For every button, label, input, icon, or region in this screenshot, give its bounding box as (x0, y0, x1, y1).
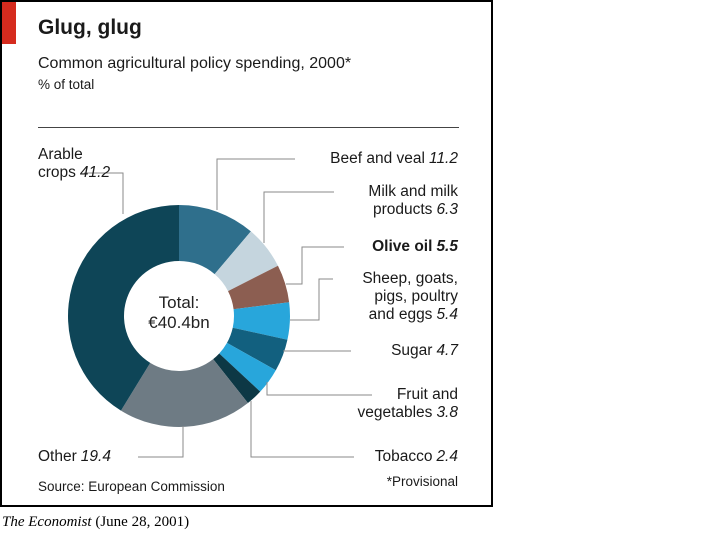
publication-name: The Economist (2, 514, 92, 530)
label-arable-crops: Arable crops 41.2 (38, 146, 133, 182)
segment-value: 2.4 (436, 448, 458, 465)
label-olive-oil: Olive oil 5.5 (372, 238, 458, 256)
segment-value: 11.2 (428, 150, 458, 167)
donut-segment-sheep (232, 302, 290, 340)
header-divider (38, 127, 459, 128)
segment-value: 41.2 (79, 164, 111, 181)
leader-line-fruit (266, 382, 372, 396)
publication-date: (June 28, 2001) (95, 514, 190, 530)
label-sheep-goats-pigs-poultry-eggs: Sheep, goats, pigs, poultry and eggs 5.4 (358, 270, 458, 324)
unit-label: % of total (38, 77, 95, 92)
total-value: €40.4bn (148, 313, 210, 332)
segment-name: Olive oil (372, 238, 433, 255)
label-tobacco: Tobacco 2.4 (375, 448, 458, 466)
label-beef-and-veal: Beef and veal 11.2 (330, 150, 458, 168)
segment-value: 3.8 (436, 404, 458, 421)
leader-line-arable (84, 172, 124, 214)
segment-name: Sugar (391, 342, 433, 359)
label-sugar: Sugar 4.7 (391, 342, 458, 360)
donut-segment-olive-oil (228, 265, 290, 310)
chart-panel: Glug, glug Common agricultural policy sp… (0, 0, 493, 507)
donut-segment-fruit (219, 342, 276, 392)
segment-name: Fruit and vegetables (357, 386, 458, 421)
segment-name: Tobacco (374, 448, 433, 465)
footnote-provisional: *Provisional (386, 474, 458, 489)
label-other: Other 19.4 (38, 448, 111, 466)
donut-segment-tobacco (213, 353, 261, 404)
label-fruit-and-vegetables: Fruit and vegetables 3.8 (346, 386, 458, 422)
segment-value: 6.3 (436, 201, 458, 218)
leader-line-sheep (290, 278, 333, 321)
segment-name: Sheep, goats, pigs, poultry and eggs (362, 270, 458, 323)
segment-value: 4.7 (436, 342, 458, 359)
segment-value: 5.5 (436, 238, 458, 255)
leader-line-beef (216, 158, 295, 210)
leader-line-tobacco (250, 401, 354, 458)
donut-segment-sugar (226, 327, 288, 371)
accent-tab (2, 2, 16, 44)
label-milk-products: Milk and milk products 6.3 (353, 183, 458, 219)
donut-center-label: Total: €40.4bn (109, 293, 249, 333)
leader-line-olive-oil (286, 246, 344, 285)
segment-name: Beef and veal (330, 150, 425, 167)
donut-chart-svg (68, 158, 372, 458)
donut-segment-milk (214, 231, 278, 292)
segment-name: Arable crops (38, 146, 83, 181)
leader-line-milk (263, 191, 334, 243)
donut-segment-other (120, 359, 248, 427)
segment-name: Milk and milk products (368, 183, 458, 218)
leader-line-other (138, 426, 184, 458)
segment-name: Other (38, 448, 77, 465)
chart-subtitle: Common agricultural policy spending, 200… (38, 55, 352, 72)
donut-segment-beef (179, 205, 251, 275)
source-note: Source: European Commission (38, 479, 225, 494)
image-caption: The Economist (June 28, 2001) (2, 514, 189, 531)
donut-segment-arable (68, 205, 179, 411)
chart-title: Glug, glug (38, 16, 142, 39)
segment-value: 19.4 (80, 448, 111, 465)
segment-value: 5.4 (436, 306, 458, 323)
total-label: Total: (158, 293, 200, 312)
